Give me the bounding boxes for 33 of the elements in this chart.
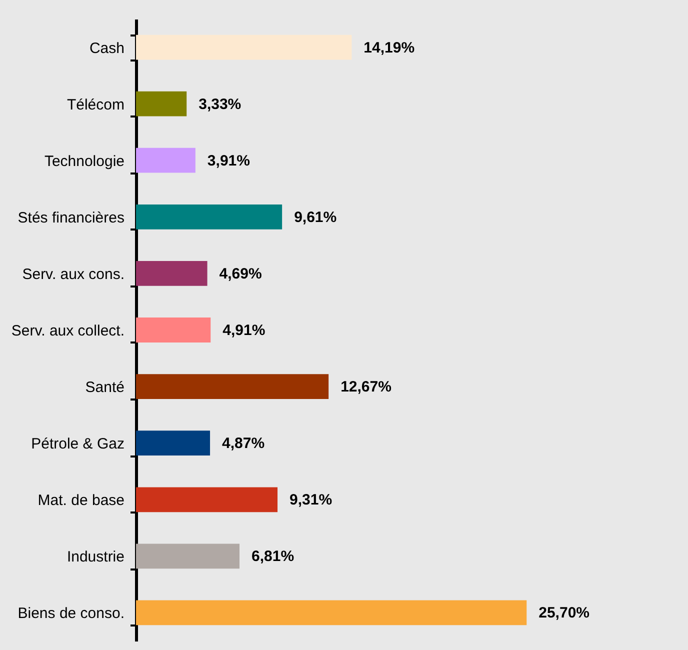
- y-tick-label: Stés financières: [18, 209, 124, 226]
- data-label: 9,61%: [294, 208, 337, 226]
- data-label: 4,69%: [219, 265, 262, 282]
- bar: [136, 261, 208, 286]
- bar: [136, 34, 352, 60]
- bar: [136, 204, 282, 230]
- bar: [136, 374, 329, 399]
- bar: [136, 318, 211, 342]
- data-label: 12,67%: [340, 378, 392, 396]
- data-label: 4,91%: [222, 322, 266, 339]
- y-tick-label: Pétrole & Gaz: [31, 436, 124, 453]
- bar: [136, 544, 240, 569]
- data-label: 4,87%: [222, 435, 265, 452]
- y-tick-label: Cash: [89, 40, 124, 57]
- y-tick-label: Santé: [85, 379, 124, 396]
- data-label: 3,33%: [198, 96, 242, 113]
- y-tick-label: Serv. aux cons.: [22, 266, 124, 283]
- data-label: 6,81%: [252, 548, 294, 566]
- data-label: 9,31%: [290, 492, 332, 509]
- y-tick-label: Télécom: [66, 96, 124, 114]
- y-tick-label: Industrie: [66, 548, 124, 566]
- bar: [136, 430, 210, 456]
- bar: [136, 148, 196, 173]
- bar: [136, 600, 527, 626]
- data-label: 14,19%: [364, 39, 415, 56]
- bar: [136, 91, 187, 116]
- y-tick-label: Mat. de base: [38, 492, 124, 510]
- y-tick-label: Biens de conso.: [18, 605, 124, 622]
- y-tick-label: Serv. aux collect.: [11, 322, 124, 340]
- data-label: 25,70%: [538, 604, 590, 622]
- y-tick-label: Technologie: [44, 152, 124, 170]
- data-label: 3,91%: [207, 152, 250, 170]
- bar: [136, 487, 278, 512]
